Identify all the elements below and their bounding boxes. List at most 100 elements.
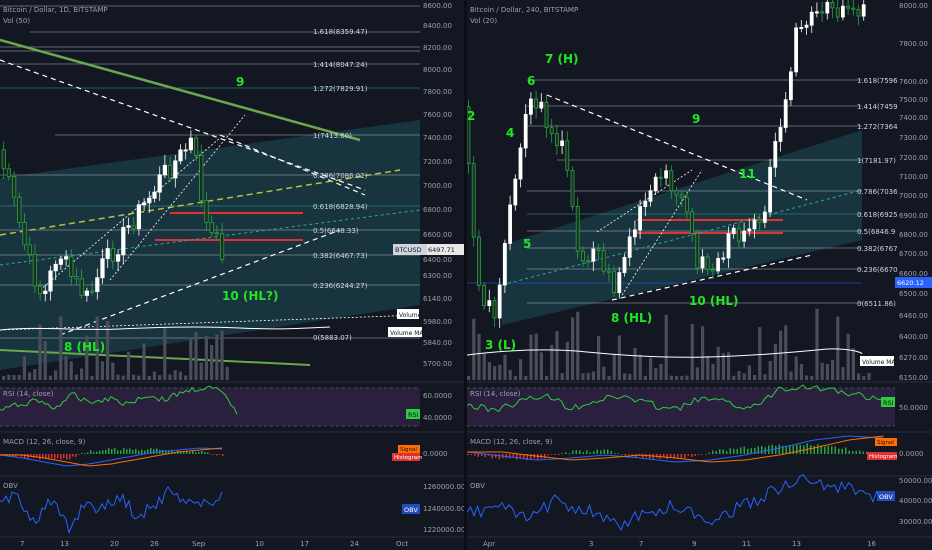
volume-ma-tag-text: Volume MA (862, 359, 896, 366)
histogram-bar (824, 446, 826, 454)
fib-label: 0.786(7036 (857, 188, 898, 196)
histogram-bar (726, 450, 728, 454)
candle-body (664, 170, 669, 179)
price-tick: 8000.00 (899, 2, 928, 10)
histogram-bar (481, 454, 483, 456)
candle-body (173, 160, 178, 179)
volume-bar (581, 373, 585, 380)
volume-bar (534, 333, 538, 380)
volume-bar (607, 375, 611, 380)
candle-body (581, 250, 585, 262)
volume-bar (472, 318, 476, 380)
price-tick: 6500.00 (899, 290, 928, 298)
fib-label: 0(5883.07) (313, 334, 352, 342)
volume-bar (846, 333, 850, 380)
volume-ma-line (467, 348, 863, 358)
candle-body (100, 258, 105, 279)
wave-label-9: 9 (692, 112, 700, 126)
candle-body (105, 248, 110, 260)
volume-bar (529, 334, 533, 380)
histogram-bar (6, 453, 8, 455)
chart-panel-daily[interactable]: 8600.00 8400.00 8200.00 8000.00 7800.00 … (0, 0, 464, 550)
rsi-line (467, 384, 884, 413)
histogram-bar (582, 452, 584, 454)
volume-bar (539, 352, 543, 380)
candle-body (84, 290, 89, 296)
candle-body (591, 248, 596, 262)
volume-bar (555, 331, 559, 380)
signal-line (467, 435, 884, 463)
candle-body (778, 127, 783, 142)
volume-bar (22, 356, 26, 380)
candle-body (523, 113, 528, 149)
volume-bar (85, 335, 89, 380)
volume-bar (173, 370, 177, 380)
volume-bar (215, 334, 219, 380)
volume-bar (189, 337, 193, 380)
histogram-bar (30, 454, 32, 457)
date-tick: 10 (255, 540, 264, 548)
candle-body (43, 290, 48, 294)
date-axis: 7 13 20 26 Sep 10 17 24 Oct (20, 540, 408, 548)
candle-body (518, 147, 523, 180)
histogram-bar (526, 454, 528, 461)
chart-panel-4h[interactable]: 8000.00 7800.00 7600.00 7500.00 7400.00 … (467, 0, 932, 550)
fib-label: 1.272(7829.91) (313, 85, 368, 93)
histogram-bar (785, 445, 787, 454)
candle-body (193, 137, 199, 156)
price-tick: 7200.00 (899, 154, 928, 162)
channel-fill (502, 130, 862, 325)
price-tick: 6400.00 (899, 333, 928, 341)
histogram-bar (579, 450, 581, 454)
histogram-bar (827, 445, 829, 454)
candle-body (627, 236, 632, 258)
signal-tag-text: Signal (877, 440, 894, 446)
volume-bar (111, 362, 115, 380)
candle-body (846, 5, 851, 9)
dashed-downtrend-line (546, 94, 808, 201)
histogram-bar (775, 446, 777, 454)
volume-bar (64, 356, 68, 380)
volume-bar (633, 347, 637, 380)
4h-chart-canvas[interactable]: 8000.00 7800.00 7600.00 7500.00 7400.00 … (467, 0, 932, 550)
candle-body (705, 256, 710, 271)
rsi-tag-text: RSI (408, 411, 419, 419)
channel-mid-dotted (501, 189, 863, 286)
price-tick: 7800.00 (423, 88, 452, 96)
volume-bars (467, 308, 871, 380)
daily-chart-canvas[interactable]: 8600.00 8400.00 8200.00 8000.00 7800.00 … (0, 0, 464, 550)
panel-divider[interactable] (464, 0, 467, 550)
volume-bar (649, 357, 653, 380)
rsi-band (467, 388, 895, 426)
volume-bar (690, 323, 694, 380)
volume-bar (48, 375, 52, 380)
histogram-bar (782, 445, 784, 454)
volume-bar (654, 368, 658, 380)
histogram-bar (75, 454, 77, 457)
candle-body (674, 190, 679, 196)
candle-body (53, 263, 58, 272)
histogram-tag-text: Histogram (869, 454, 898, 460)
volume-bars (2, 316, 229, 380)
candle-body (773, 141, 778, 168)
histogram-bar (474, 454, 476, 456)
candle-body (643, 200, 648, 208)
candle-body (658, 176, 663, 179)
histogram-bar (168, 450, 170, 454)
volume-bar (545, 375, 549, 380)
histogram-bar (141, 449, 143, 454)
candle-body (721, 257, 726, 260)
price-tick: 5840.00 (423, 339, 452, 347)
histogram-bar (670, 454, 672, 458)
candle-body (575, 205, 580, 252)
histogram-bar (60, 454, 62, 460)
volume-bar (100, 361, 104, 380)
histogram-bar (743, 446, 745, 454)
candle-body (653, 176, 658, 192)
histogram-bar (698, 454, 700, 455)
histogram-bar (684, 454, 686, 459)
volume-bar (799, 364, 803, 380)
fib-label: 0.618(6828.94) (313, 203, 368, 211)
rsi-tick: 60.0000 (423, 392, 452, 400)
histogram-bar (156, 448, 158, 454)
